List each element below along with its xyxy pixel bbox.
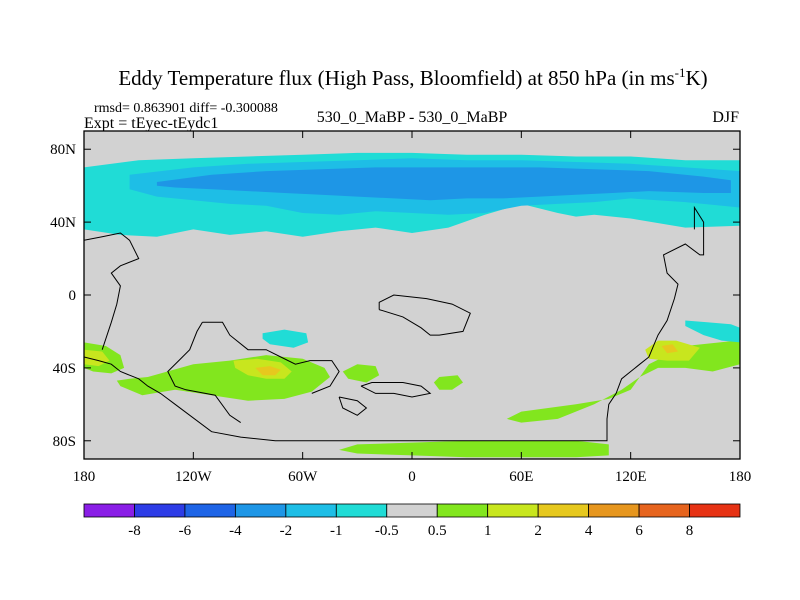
contour-region-s-pacific-orange [255,366,281,376]
colorbar-swatch [436,503,489,518]
experiment-label: Expt = tEyec-tEydc1 [84,115,218,132]
colorbar-swatch [285,503,337,518]
coastline-2 [202,321,340,394]
colorbar-label: 2 [534,523,542,539]
colorbar-label: -8 [128,523,141,539]
contour-region-s-ocean-orange [661,344,678,354]
colorbar-swatch [184,503,236,518]
colorbar-swatch [234,503,287,518]
x-tick-label: 180 [73,469,96,485]
colorbar-swatch [134,503,186,518]
case-label: 530_0_MaBP - 530_0_MaBP [317,109,508,126]
x-tick-label: 120W [175,469,213,485]
y-tick-label: 40S [53,361,76,377]
y-tick-label: 80N [50,142,76,158]
contour-region-antarctic-green [339,440,609,458]
coastline-layer [84,205,705,442]
x-tick-label: 0 [408,469,416,485]
x-tick-label: 180 [729,469,752,485]
rmsd-label: rmsd= 0.863901 diff= -0.300088 [94,101,278,116]
colorbar-label: 4 [585,523,593,539]
contour-region-mid-pacific-cyan [262,329,309,348]
colorbar-label: 1 [484,523,492,539]
colorbar-labels: -8 -6 -4 -2 -1 -0.5 0.5 1 2 4 6 8 [128,523,693,539]
x-tick-label: 60E [509,469,533,485]
colorbar-swatch [386,503,438,518]
colorbar-label: -1 [330,523,343,539]
colorbar-swatch [689,503,741,518]
colorbar-swatch [537,503,590,518]
x-tick-label: 120E [615,469,647,485]
colorbar-label: -0.5 [375,523,399,539]
colorbar-label: -6 [179,523,192,539]
y-axis-labels: 80N 40N 0 40S 80S [50,142,76,450]
coastline-3 [167,322,241,424]
contour-region-e-pacific-cyan [685,320,740,343]
contour-fill-layer [84,152,740,458]
coastline-1 [84,232,140,350]
colorbar-label: -2 [280,523,293,539]
colorbar-swatch [335,503,388,518]
y-tick-label: 40N [50,215,76,231]
coastline-6 [338,396,368,416]
coastline-4 [378,294,471,336]
contour-region-s-atlantic-green [433,375,463,390]
coastline-5 [360,382,432,398]
coastline-0 [84,205,705,442]
colorbar-swatch [588,503,640,518]
chart-title: Eddy Temperature flux (High Pass, Bloomf… [118,65,707,90]
y-tick-label: 0 [69,288,77,304]
colorbar-label: -4 [229,523,242,539]
contour-region-arctic-band-dark [156,167,731,201]
season-label: DJF [712,109,739,126]
x-axis-labels: 180 120W 60W 0 60E 120E 180 [73,469,752,485]
colorbar-label: 6 [635,523,643,539]
colorbar-swatch [83,503,135,518]
colorbar-label: 0.5 [428,523,447,539]
x-tick-label: 60W [288,469,318,485]
contour-region-s-america-green [342,364,380,383]
colorbar-swatch [487,503,539,518]
colorbar [83,503,741,518]
y-tick-label: 80S [53,434,76,450]
colorbar-label: 8 [686,523,694,539]
colorbar-swatch [638,503,690,518]
axis-ticks [83,131,741,459]
